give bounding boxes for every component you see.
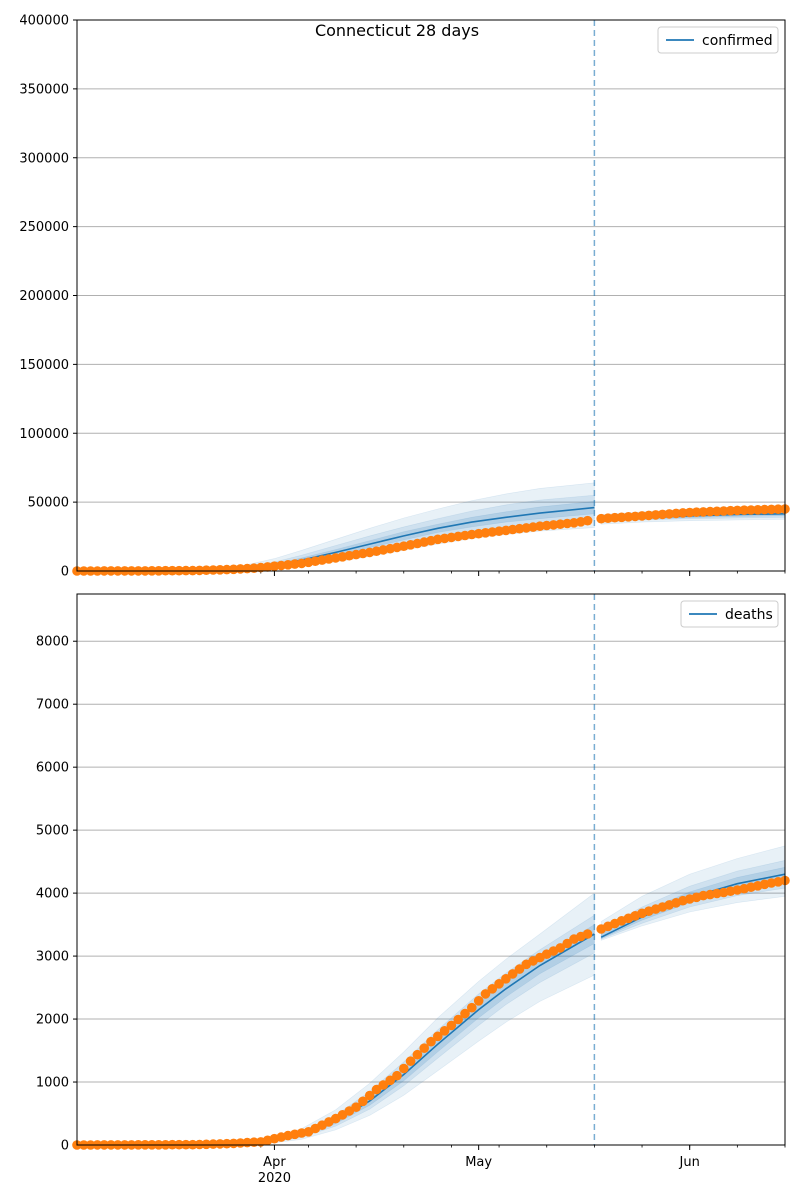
confidence-band-middle bbox=[192, 494, 595, 572]
observed-point bbox=[364, 1090, 375, 1101]
observed-point bbox=[555, 519, 566, 529]
y-tick-label: 4000 bbox=[36, 887, 69, 902]
observed-point bbox=[371, 1084, 382, 1095]
y-tick-label: 6000 bbox=[36, 761, 69, 776]
observed-point bbox=[351, 1102, 361, 1112]
x-tick-label: Apr bbox=[263, 1155, 286, 1170]
observed-point bbox=[358, 1096, 368, 1107]
observed-point bbox=[399, 1063, 409, 1074]
observed-point bbox=[644, 510, 654, 521]
deaths-panel: 0 1000 2000 3000 4000 5000 6000 7000 8000 Apr May J… bbox=[36, 593, 790, 1186]
observed-point bbox=[419, 1043, 430, 1053]
observed-point bbox=[732, 505, 743, 516]
legend-label: confirmed bbox=[702, 33, 773, 49]
observed-point bbox=[201, 1139, 212, 1150]
plot-frame bbox=[76, 19, 786, 572]
observed-point bbox=[514, 964, 525, 974]
observed-point bbox=[725, 505, 736, 516]
observed-point bbox=[228, 564, 239, 575]
observed-point bbox=[446, 1020, 457, 1031]
observed-point bbox=[467, 1002, 477, 1013]
observed-point bbox=[201, 565, 212, 575]
observed-point bbox=[426, 1036, 436, 1047]
confirmed-panel: 0 50000 100000 150000 200000 250000 300000 3500… bbox=[19, 14, 790, 580]
observed-point bbox=[746, 505, 756, 515]
legend-box bbox=[657, 26, 779, 54]
observed-point bbox=[480, 989, 491, 999]
observed-point bbox=[610, 512, 620, 523]
y-tick-label: 0 bbox=[61, 565, 69, 580]
y-tick-label: 3000 bbox=[36, 950, 69, 965]
observed-point bbox=[460, 1008, 470, 1019]
observed-point bbox=[215, 565, 225, 575]
observed-point bbox=[208, 1139, 218, 1149]
observed-point bbox=[555, 943, 566, 953]
observed-point bbox=[194, 565, 205, 576]
y-tick-label: 5000 bbox=[36, 824, 69, 839]
observed-point bbox=[698, 507, 709, 517]
confidence-band-inner bbox=[192, 501, 595, 572]
y-tick-label: 150000 bbox=[19, 358, 69, 373]
y-tick-label: 100000 bbox=[19, 427, 69, 442]
observed-point bbox=[405, 1056, 416, 1066]
observed-point bbox=[378, 1080, 389, 1090]
y-tick-label: 7000 bbox=[36, 698, 69, 713]
observed-point bbox=[766, 504, 777, 515]
observed-point bbox=[739, 505, 749, 515]
legend-box bbox=[680, 600, 779, 628]
observed-point bbox=[582, 515, 593, 526]
observed-point bbox=[507, 969, 518, 979]
y-tick-label: 8000 bbox=[36, 635, 69, 650]
y-tick-label: 300000 bbox=[19, 151, 69, 166]
observed-point bbox=[222, 1138, 232, 1149]
observed-point bbox=[712, 506, 722, 517]
observed-point bbox=[718, 506, 729, 516]
chart-title: Connecticut 28 days bbox=[315, 21, 479, 40]
observed-point bbox=[487, 984, 498, 994]
y-tick-label: 2000 bbox=[36, 1013, 69, 1028]
x-tick-label: May bbox=[465, 1155, 492, 1170]
observed-point bbox=[759, 504, 770, 515]
observed-point bbox=[392, 1070, 402, 1081]
y-tick-label: 400000 bbox=[19, 14, 69, 29]
observed-point bbox=[562, 938, 572, 949]
x-tick-sublabel: 2020 bbox=[258, 1171, 291, 1186]
y-tick-label: 50000 bbox=[28, 496, 69, 511]
observed-point bbox=[222, 564, 232, 575]
confidence-band-middle bbox=[226, 914, 595, 1146]
y-tick-label: 200000 bbox=[19, 289, 69, 304]
observed-point bbox=[773, 504, 783, 514]
y-tick-label: 250000 bbox=[19, 220, 69, 235]
observed-point bbox=[290, 559, 300, 569]
observed-point bbox=[684, 507, 695, 518]
observed-point bbox=[473, 996, 484, 1006]
observed-point bbox=[691, 507, 702, 517]
observed-point bbox=[433, 1031, 443, 1042]
observed-point bbox=[439, 1026, 450, 1036]
observed-point bbox=[215, 1139, 225, 1149]
x-tick-label: Jun bbox=[679, 1155, 700, 1170]
observed-point bbox=[412, 1049, 423, 1060]
observed-point bbox=[385, 1075, 396, 1086]
y-tick-label: 0 bbox=[61, 1139, 69, 1154]
y-tick-label: 1000 bbox=[36, 1076, 69, 1091]
observed-point bbox=[494, 979, 504, 989]
observed-point bbox=[705, 506, 715, 517]
observed-point bbox=[582, 929, 593, 939]
observed-point bbox=[623, 512, 634, 522]
legend-label: deaths bbox=[725, 607, 773, 623]
observed-point bbox=[753, 505, 763, 515]
observed-point bbox=[678, 508, 688, 518]
observed-point bbox=[228, 1138, 239, 1149]
plot-frame bbox=[76, 593, 786, 1146]
observed-point bbox=[501, 974, 511, 984]
observed-point bbox=[208, 565, 218, 575]
observed-point bbox=[453, 1014, 464, 1025]
y-tick-label: 350000 bbox=[19, 82, 69, 97]
